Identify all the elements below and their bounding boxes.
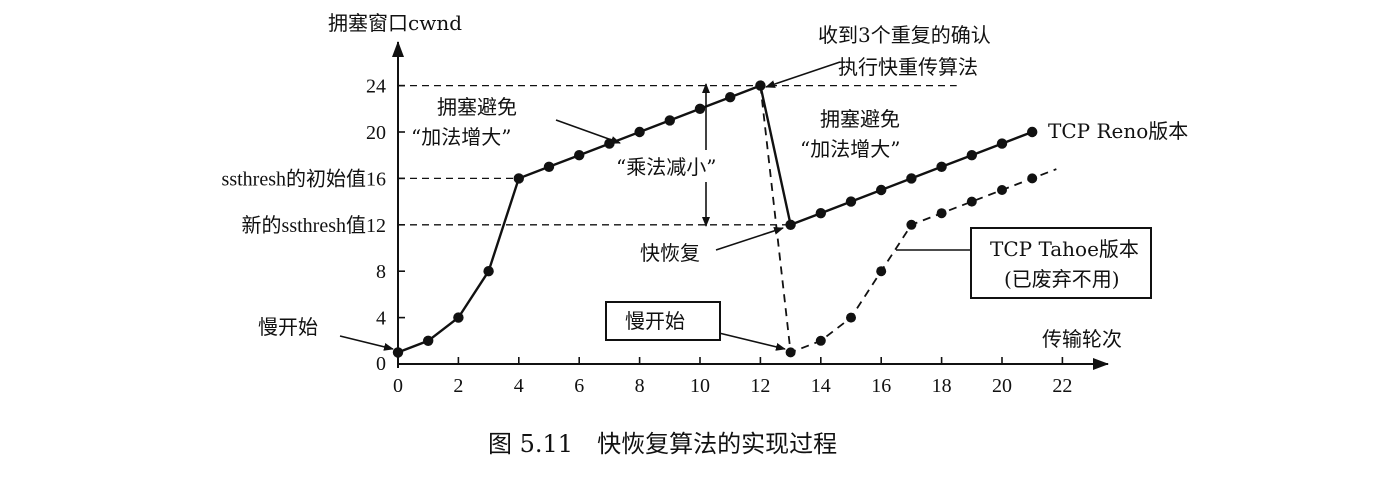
reno-point [845, 196, 857, 207]
tahoe-point [846, 312, 856, 323]
reno-point [815, 208, 826, 219]
pointer-fast-recovery [715, 227, 784, 251]
annotation-pointers [339, 61, 971, 351]
pointer-ca-left [555, 119, 621, 144]
reference-lines [398, 84, 957, 226]
legend-tahoe-note: (已废弃不用) [1004, 267, 1120, 291]
pointer-dup-ack [765, 61, 841, 88]
annotation-dup-ack-line2: 执行快重传算法 [838, 55, 978, 79]
reno-point [876, 184, 887, 196]
series-reno [392, 80, 1038, 358]
reno-point [453, 312, 464, 323]
slow-start-box [605, 301, 721, 341]
x-tick-label: 4 [514, 375, 524, 397]
reno-line [397, 83, 1033, 354]
pointer-slow-start-box [718, 332, 786, 351]
annotation-multiplicative-decrease: “乘法减小” [616, 155, 716, 179]
reno-point [634, 126, 645, 138]
annotation-dup-ack-line1: 收到3个重复的确认 [818, 23, 991, 47]
series-tahoe [759, 85, 1057, 358]
reno-point [1027, 126, 1038, 138]
reno-point [543, 161, 555, 172]
y-tick-label: 8 [376, 261, 386, 283]
x-tick-label: 0 [393, 375, 403, 397]
tahoe-point [997, 185, 1007, 195]
pointer-slow-start-left [339, 335, 394, 351]
tahoe-point [1027, 173, 1038, 184]
x-tick-label: 16 [871, 375, 891, 397]
y-tick-label: 4 [376, 308, 386, 330]
reno-point [755, 80, 766, 91]
tahoe-point [815, 335, 826, 346]
axes [392, 41, 1109, 370]
tahoe-point [906, 219, 917, 230]
x-tick-label: 6 [574, 375, 584, 397]
y-tick-label: ssthresh的初始值16 [222, 167, 386, 190]
tahoe-point [785, 347, 796, 358]
reno-point [423, 335, 434, 346]
y-tick-label: 新的ssthresh值12 [242, 214, 386, 237]
x-tick-label: 8 [635, 375, 645, 397]
annotation-slow-start-left: 慢开始 [258, 315, 318, 339]
reno-point [392, 347, 404, 358]
reno-point [996, 138, 1008, 149]
legend-reno: TCP Reno版本 [1048, 119, 1188, 143]
annotation-ca-right-line2: “加法增大” [800, 137, 900, 161]
x-tick-label: 12 [750, 375, 770, 397]
annotation-slow-start-box: 慢开始 [625, 309, 685, 333]
x-tick-label: 18 [932, 375, 952, 397]
reno-point [664, 115, 675, 126]
y-tick-label: 20 [366, 122, 386, 144]
x-tick-label: 2 [453, 375, 463, 397]
annotation-fast-recovery: 快恢复 [640, 241, 700, 265]
x-tick-label: 20 [992, 375, 1012, 397]
annotation-ca-left-line2: “加法增大” [411, 125, 511, 149]
x-ticks: 0 2 4 6 8 10 12 14 16 18 20 22 [393, 357, 1072, 397]
reno-point [785, 219, 796, 230]
y-axis-title: 拥塞窗口cwnd [328, 11, 462, 35]
y-tick-label: 0 [376, 353, 386, 375]
reno-point [574, 150, 585, 161]
reno-point [725, 92, 736, 103]
tahoe-box [970, 227, 1152, 299]
tahoe-point [876, 266, 887, 277]
reno-point [694, 103, 706, 115]
tahoe-point [936, 208, 947, 219]
x-axis-title: 传输轮次 [1042, 327, 1122, 351]
reno-point [513, 173, 524, 184]
annotation-ca-left-line1: 拥塞避免 [437, 95, 517, 119]
reno-point [936, 161, 947, 172]
y-tick-label: 24 [366, 76, 386, 98]
tahoe-point [966, 196, 977, 207]
y-ticks: 0 4 8 新的ssthresh值12 ssthresh的初始值16 20 24 [222, 76, 405, 375]
reno-point [483, 266, 494, 277]
reno-point [966, 150, 977, 161]
x-tick-label: 22 [1052, 375, 1072, 397]
reno-point [906, 173, 917, 184]
figure-caption: 图 5.11 快恢复算法的实现过程 [488, 430, 837, 458]
x-tick-label: 10 [690, 375, 710, 397]
x-tick-label: 14 [811, 375, 831, 397]
legend-tahoe: TCP Tahoe版本 [990, 237, 1139, 261]
annotation-ca-right-line1: 拥塞避免 [820, 107, 900, 131]
